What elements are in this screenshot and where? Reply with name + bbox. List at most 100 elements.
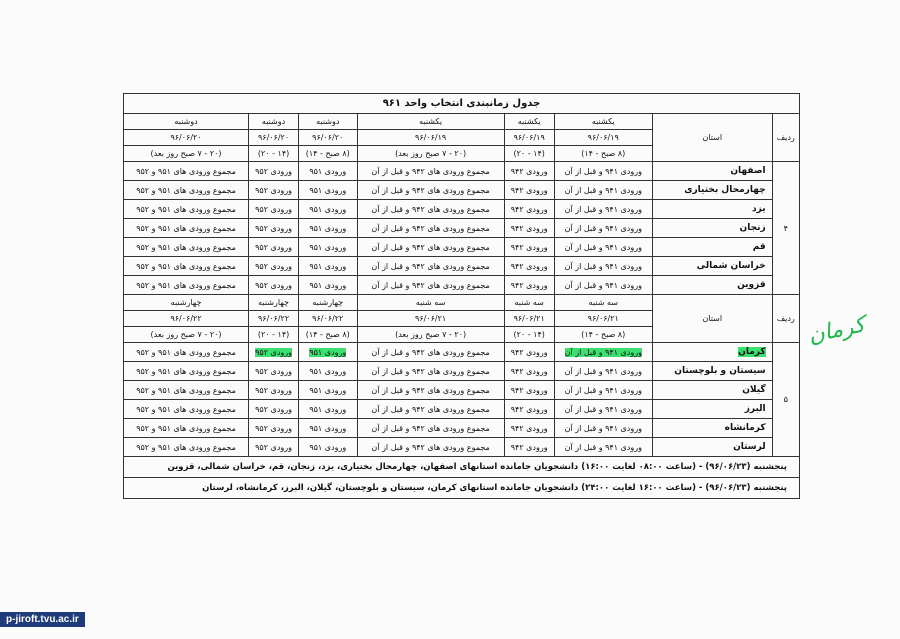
- header-province: استان: [651, 113, 773, 162]
- province-label: زنجان: [739, 223, 766, 233]
- table-row: البرز ورودی ۹۴۱ و قبل از آن ورودی ۹۴۲ مجموع…: [122, 399, 800, 419]
- entry-label: ورودی ۹۵۱: [309, 366, 347, 376]
- entry-label: مجموع ورودی های ۹۴۲ و قبل از آن: [371, 261, 490, 271]
- entry-label: ورودی ۹۴۲: [510, 185, 548, 195]
- entry-cell: مجموع ورودی های ۹۵۱ و ۹۵۲: [122, 361, 250, 381]
- site-url[interactable]: p-jiroft.tvu.ac.ir: [0, 612, 85, 627]
- entry-cell: مجموع ورودی های ۹۵۱ و ۹۵۲: [122, 218, 250, 238]
- header-time: (۱۴ - ۲۰): [248, 145, 300, 162]
- entry-label: مجموع ورودی های ۹۴۲ و قبل از آن: [371, 185, 490, 195]
- entry-cell: ورودی ۹۴۱ و قبل از آن: [553, 380, 653, 400]
- entry-label: مجموع ورودی های ۹۴۲ و قبل از آن: [371, 404, 490, 414]
- entry-label: ورودی ۹۴۲: [510, 166, 548, 176]
- entry-cell: ورودی ۹۵۱: [298, 218, 358, 238]
- handwritten-note: کرمان: [806, 312, 868, 349]
- province-label: کرمان: [738, 347, 766, 357]
- header-row-no: ردیف: [771, 113, 801, 162]
- entry-label: ورودی ۹۴۱ و قبل از آن: [564, 385, 642, 395]
- entry-cell: مجموع ورودی های ۹۵۱ و ۹۵۲: [122, 399, 250, 419]
- entry-label: ورودی ۹۴۲: [510, 280, 548, 290]
- header-date: ۹۶/۰۶/۱۹: [503, 129, 555, 146]
- table-title: جدول زمانبندی انتخاب واحد ۹۶۱: [123, 93, 800, 114]
- header-time: (۲۰ - ۷ صبح روز بعد): [356, 326, 505, 343]
- header-time: (۸ صبح - ۱۴): [553, 145, 653, 162]
- header-day: دوشنبه: [122, 113, 250, 130]
- entry-cell: ورودی ۹۵۲: [248, 380, 300, 400]
- entry-label: ورودی ۹۴۱ و قبل از آن: [564, 423, 642, 433]
- entry-label: ورودی ۹۵۲: [255, 385, 292, 395]
- entry-cell: ورودی ۹۴۲: [503, 342, 555, 362]
- footer-note: پنجشنبه (۹۶/۰۶/۲۳) - (ساعت ۱۶:۰۰ لغایت ۲…: [123, 477, 800, 499]
- header-day: دوشنبه: [248, 113, 300, 130]
- province-label: خراسان شمالی: [696, 261, 766, 271]
- entry-label: مجموع ورودی های ۹۵۱ و ۹۵۲: [136, 166, 236, 176]
- entry-label: ورودی ۹۴۲: [510, 204, 548, 214]
- entry-cell: ورودی ۹۴۱ و قبل از آن: [553, 418, 653, 438]
- header-date: ۹۶/۰۶/۲۱: [553, 310, 653, 327]
- entry-label: ورودی ۹۵۲: [255, 261, 292, 271]
- header-time: (۸ صبح - ۱۴): [553, 326, 653, 343]
- entry-label: ورودی ۹۵۱: [309, 423, 347, 433]
- entry-label: ورودی ۹۴۲: [510, 404, 548, 414]
- entry-cell: ورودی ۹۵۱: [298, 275, 358, 295]
- entry-cell: مجموع ورودی های ۹۵۱ و ۹۵۲: [122, 237, 250, 257]
- province-label: گیلان: [742, 385, 766, 395]
- entry-label: مجموع ورودی های ۹۵۱ و ۹۵۲: [136, 280, 236, 290]
- entry-cell: ورودی ۹۵۱: [298, 361, 358, 381]
- province-label: چهارمحال بختیاری: [684, 185, 766, 195]
- entry-cell: مجموع ورودی های ۹۴۲ و قبل از آن: [356, 418, 505, 438]
- entry-cell: ورودی ۹۴۱ و قبل از آن: [553, 180, 653, 200]
- entry-cell: ورودی ۹۴۲: [503, 380, 555, 400]
- entry-cell: ورودی ۹۵۱: [298, 256, 358, 276]
- table-row: ۵ کرمان ورودی ۹۴۱ و قبل از آن ورودی ۹۴۲ مجمو…: [122, 342, 801, 457]
- entry-label: ورودی ۹۵۲: [255, 347, 292, 357]
- header-date: ۹۶/۰۶/۲۰: [298, 129, 358, 146]
- entry-cell: مجموع ورودی های ۹۴۲ و قبل از آن: [356, 256, 505, 276]
- header-day: دوشنبه: [298, 113, 358, 130]
- entry-cell: ورودی ۹۴۲: [503, 437, 555, 457]
- entry-cell: ورودی ۹۴۱ و قبل از آن: [553, 199, 653, 219]
- entry-cell: ورودی ۹۴۱ و قبل از آن: [553, 256, 653, 276]
- entry-cell: ورودی ۹۵۱: [298, 418, 358, 438]
- entry-label: مجموع ورودی های ۹۵۱ و ۹۵۲: [136, 261, 236, 271]
- entry-cell: مجموع ورودی های ۹۵۱ و ۹۵۲: [122, 180, 250, 200]
- entry-label: ورودی ۹۵۲: [255, 223, 292, 233]
- province-name: قم: [651, 237, 773, 257]
- province-name: اصفهان: [651, 161, 773, 181]
- header-time: (۸ صبح - ۱۴): [298, 326, 358, 343]
- entry-label: ورودی ۹۴۱ و قبل از آن: [564, 223, 642, 233]
- province-name: کرمان: [651, 342, 773, 362]
- entry-label: ورودی ۹۴۲: [510, 442, 548, 452]
- header-province: استان: [651, 294, 773, 343]
- entry-label: ورودی ۹۴۲: [510, 423, 548, 433]
- entry-label: ورودی ۹۴۱ و قبل از آن: [564, 404, 642, 414]
- entry-cell: ورودی ۹۵۲: [248, 275, 300, 295]
- table-row: یزد ورودی ۹۴۱ و قبل از آن ورودی ۹۴۲ مجموع و…: [122, 199, 800, 219]
- header-date: ۹۶/۰۶/۱۹: [553, 129, 653, 146]
- row-number: ۴: [771, 161, 801, 295]
- entry-label: مجموع ورودی های ۹۴۲ و قبل از آن: [371, 166, 490, 176]
- entry-label: مجموع ورودی های ۹۵۱ و ۹۵۲: [136, 185, 236, 195]
- entry-label: ورودی ۹۴۱ و قبل از آن: [564, 166, 642, 176]
- header-row-no: ردیف: [771, 294, 801, 343]
- entry-cell: مجموع ورودی های ۹۴۲ و قبل از آن: [356, 399, 505, 419]
- entry-label: ورودی ۹۵۱: [309, 385, 347, 395]
- entry-cell: مجموع ورودی های ۹۴۲ و قبل از آن: [356, 380, 505, 400]
- entry-cell: ورودی ۹۴۲: [503, 180, 555, 200]
- table-row: قم ورودی ۹۴۱ و قبل از آن ورودی ۹۴۲ مجموع ور…: [122, 237, 800, 257]
- header-time: (۲۰ - ۷ صبح روز بعد): [122, 145, 250, 162]
- header-time: (۱۴ - ۲۰): [503, 145, 555, 162]
- header-day: چهارشنبه: [298, 294, 358, 311]
- entry-label: ورودی ۹۴۱ و قبل از آن: [564, 185, 642, 195]
- entry-cell: ورودی ۹۵۲: [248, 361, 300, 381]
- header-date: ۹۶/۰۶/۲۱: [356, 310, 505, 327]
- entry-cell: ورودی ۹۵۲: [248, 399, 300, 419]
- entry-cell: ورودی ۹۴۲: [503, 218, 555, 238]
- entry-label: ورودی ۹۵۲: [255, 366, 292, 376]
- entry-cell: ورودی ۹۴۱ و قبل از آن: [553, 437, 653, 457]
- entry-cell: ورودی ۹۴۱ و قبل از آن: [553, 161, 653, 181]
- entry-cell: ورودی ۹۴۲: [503, 161, 555, 181]
- entry-cell: ورودی ۹۵۲: [248, 237, 300, 257]
- entry-label: ورودی ۹۴۲: [510, 385, 548, 395]
- province-label: لرستان: [733, 442, 766, 452]
